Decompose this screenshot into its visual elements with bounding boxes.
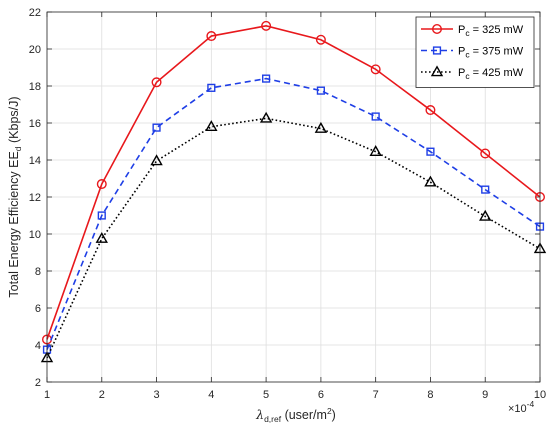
legend-marker-triangle	[430, 65, 444, 77]
y-tick-label: 10	[29, 229, 41, 241]
data-point-square	[426, 147, 435, 156]
y-tick-label: 2	[35, 377, 41, 389]
y-tick-label: 22	[29, 7, 41, 19]
legend-item: Pc = 425 mW	[421, 65, 524, 81]
data-point-circle	[315, 34, 326, 45]
data-point-circle	[96, 179, 107, 190]
series-line	[46, 25, 541, 340]
y-tick-label: 14	[29, 155, 41, 167]
series-line	[46, 77, 541, 350]
legend: Pc = 325 mW Pc = 375 mW Pc = 425 mW	[415, 16, 535, 88]
legend-label: Pc = 325 mW	[458, 24, 524, 38]
data-point-square	[207, 83, 216, 92]
plot-frame	[46, 11, 541, 383]
legend-item: Pc = 375 mW	[421, 46, 524, 60]
legend-item: Pc = 325 mW	[421, 24, 524, 38]
x-axis-ticks: 1 2 3 4 5 6 7 8 9 10	[44, 12, 546, 401]
y-tick-label: 6	[35, 303, 41, 315]
data-point-triangle	[479, 209, 492, 221]
data-point-circle	[151, 77, 162, 88]
x-tick-label: 9	[482, 389, 488, 401]
data-point-triangle	[314, 121, 328, 133]
data-point-square	[152, 123, 161, 132]
x-tick-label: 6	[318, 389, 324, 401]
x-tick-label: 2	[99, 389, 105, 401]
data-point-triangle	[95, 232, 108, 243]
x-axis-label: λd,ref (user/m2)	[255, 406, 336, 424]
y-tick-label: 18	[29, 81, 41, 93]
data-point-triangle	[424, 175, 437, 187]
series-3	[40, 111, 547, 363]
x-tick-label: 1	[44, 389, 50, 401]
y-axis-label: Total Energy Efficiency EEd (Kbps/J)	[7, 96, 23, 297]
data-point-triangle	[369, 145, 382, 156]
data-point-square	[262, 74, 271, 83]
data-point-square	[316, 86, 325, 95]
data-point-circle	[425, 105, 436, 116]
data-point-triangle	[259, 111, 273, 123]
data-point-triangle	[150, 154, 163, 166]
legend-marker-circle	[432, 24, 443, 35]
data-point-square	[371, 112, 380, 121]
data-point-circle	[370, 64, 381, 75]
data-point-square	[97, 211, 106, 220]
y-tick-label: 16	[29, 118, 41, 130]
series-line	[46, 117, 541, 359]
x-tick-label: 3	[153, 389, 159, 401]
y-tick-label: 20	[29, 44, 41, 56]
x-tick-label: 5	[263, 389, 269, 401]
x-tick-label: 7	[373, 389, 379, 401]
y-tick-label: 8	[35, 266, 41, 278]
legend-label: Pc = 425 mW	[458, 67, 524, 81]
legend-label: Pc = 375 mW	[458, 46, 524, 60]
legend-marker-square	[432, 46, 442, 55]
data-point-square	[481, 185, 490, 194]
x-axis-multiplier: ×10-4	[508, 399, 535, 415]
x-tick-label: 10	[534, 389, 546, 401]
y-tick-label: 12	[29, 192, 41, 204]
data-point-circle	[206, 31, 217, 42]
x-tick-label: 8	[427, 389, 433, 401]
data-point-circle	[480, 148, 491, 159]
data-point-triangle	[205, 120, 218, 132]
x-tick-label: 4	[208, 389, 214, 401]
data-point-circle	[261, 20, 272, 31]
y-tick-label: 4	[35, 340, 41, 352]
